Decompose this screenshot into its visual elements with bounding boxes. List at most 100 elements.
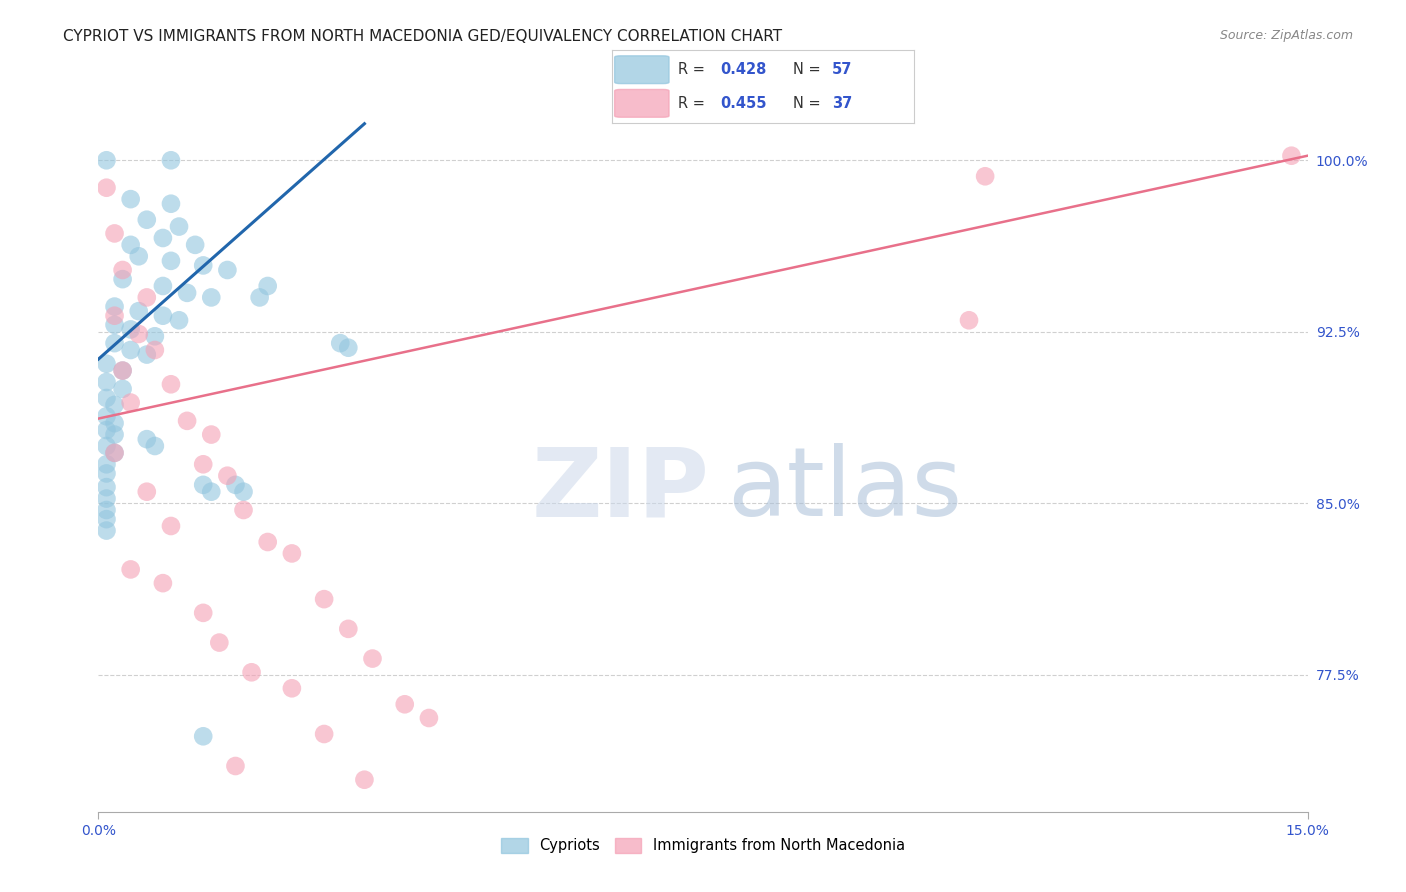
Point xyxy=(418,711,440,725)
Text: 0.455: 0.455 xyxy=(720,95,766,111)
Point xyxy=(96,457,118,471)
Point xyxy=(120,238,142,252)
Point xyxy=(103,398,125,412)
Legend: Cypriots, Immigrants from North Macedonia: Cypriots, Immigrants from North Macedoni… xyxy=(495,832,911,859)
Point xyxy=(96,491,118,506)
Point xyxy=(224,478,246,492)
Point xyxy=(135,432,157,446)
FancyBboxPatch shape xyxy=(614,89,669,117)
Point xyxy=(152,576,174,591)
Point xyxy=(103,446,125,460)
Point xyxy=(96,391,118,405)
FancyBboxPatch shape xyxy=(614,56,669,84)
Text: 37: 37 xyxy=(832,95,852,111)
Point xyxy=(160,377,183,392)
Point xyxy=(314,592,336,607)
Point xyxy=(111,382,134,396)
Point xyxy=(184,238,207,252)
Point xyxy=(103,318,125,332)
Point xyxy=(193,478,215,492)
Point xyxy=(232,503,254,517)
Point xyxy=(128,249,150,263)
Text: ZIP: ZIP xyxy=(531,443,709,536)
Point xyxy=(160,153,183,168)
Text: atlas: atlas xyxy=(727,443,962,536)
Point xyxy=(256,279,278,293)
Text: N =: N = xyxy=(793,62,825,78)
Point xyxy=(152,231,174,245)
Point xyxy=(208,635,231,649)
Point xyxy=(281,681,304,696)
Point xyxy=(96,409,118,424)
Point xyxy=(143,329,166,343)
Text: R =: R = xyxy=(678,62,710,78)
Text: 57: 57 xyxy=(832,62,852,78)
Point xyxy=(96,423,118,437)
Point xyxy=(128,304,150,318)
Point xyxy=(353,772,375,787)
Point xyxy=(337,341,360,355)
Point xyxy=(135,290,157,304)
Point xyxy=(96,512,118,526)
Point xyxy=(111,363,134,377)
Point xyxy=(96,180,118,194)
Point xyxy=(160,253,183,268)
Point xyxy=(337,622,360,636)
Point xyxy=(96,480,118,494)
Point xyxy=(200,427,222,442)
Point xyxy=(96,524,118,538)
Point xyxy=(96,503,118,517)
Point xyxy=(111,363,134,377)
Point xyxy=(200,484,222,499)
Point xyxy=(176,414,198,428)
Point xyxy=(111,272,134,286)
Point xyxy=(167,313,190,327)
Point xyxy=(249,290,271,304)
Point xyxy=(135,484,157,499)
Point xyxy=(135,347,157,362)
Point xyxy=(152,309,174,323)
Point xyxy=(176,285,198,300)
Point xyxy=(120,562,142,576)
Point xyxy=(240,665,263,680)
Point xyxy=(111,263,134,277)
Text: CYPRIOT VS IMMIGRANTS FROM NORTH MACEDONIA GED/EQUIVALENCY CORRELATION CHART: CYPRIOT VS IMMIGRANTS FROM NORTH MACEDON… xyxy=(63,29,782,44)
Point xyxy=(103,416,125,430)
Point xyxy=(193,259,215,273)
Point xyxy=(193,457,215,471)
Point xyxy=(96,357,118,371)
Point xyxy=(120,395,142,409)
Point xyxy=(957,313,980,327)
Point xyxy=(103,227,125,241)
Point xyxy=(314,727,336,741)
Point xyxy=(120,343,142,357)
Point xyxy=(152,279,174,293)
Point xyxy=(329,336,352,351)
Point xyxy=(167,219,190,234)
Point xyxy=(96,375,118,389)
Point xyxy=(193,729,215,743)
Point xyxy=(103,427,125,442)
Text: R =: R = xyxy=(678,95,710,111)
Point xyxy=(143,343,166,357)
Point xyxy=(103,309,125,323)
Point xyxy=(256,535,278,549)
Point xyxy=(96,439,118,453)
Point xyxy=(974,169,997,184)
Point xyxy=(394,698,416,712)
Point xyxy=(96,153,118,168)
Point xyxy=(103,336,125,351)
Text: Source: ZipAtlas.com: Source: ZipAtlas.com xyxy=(1219,29,1353,42)
Point xyxy=(224,759,246,773)
Point xyxy=(361,651,384,665)
Point xyxy=(96,467,118,481)
Point xyxy=(103,300,125,314)
Point xyxy=(120,192,142,206)
Point xyxy=(281,546,304,560)
Point xyxy=(103,446,125,460)
Point xyxy=(120,322,142,336)
Point xyxy=(128,326,150,341)
Point xyxy=(232,484,254,499)
Point xyxy=(200,290,222,304)
Point xyxy=(1281,149,1303,163)
